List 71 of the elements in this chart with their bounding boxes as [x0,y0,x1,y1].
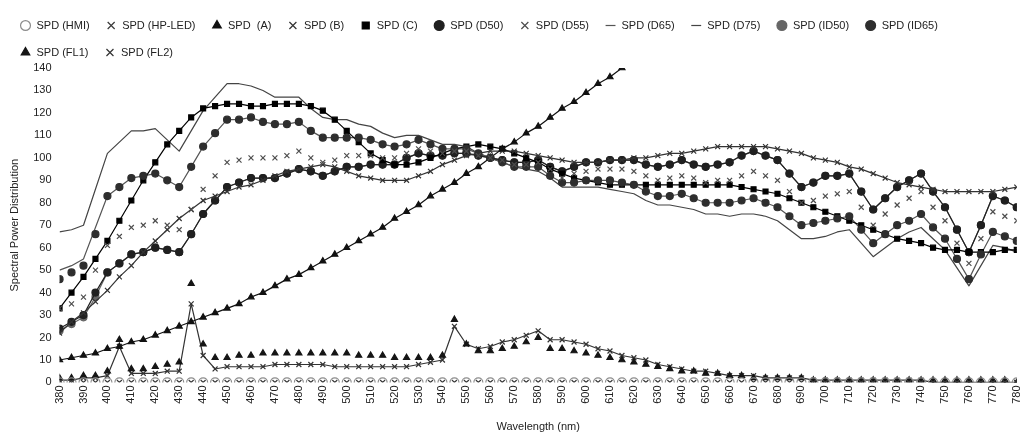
y-tick-label: 20 [39,330,52,343]
y-tick-label: 110 [34,128,52,141]
x-tick-label: 660 [722,385,735,404]
x-tick-label: 760 [961,385,974,404]
x-tick-label: 610 [603,385,615,404]
y-tick-label: 0 [45,375,52,388]
y-tick-label: 60 [39,240,52,253]
legend-label: SPD (FL1) [36,45,89,58]
legend-label: SPD (D75) [707,18,761,31]
y-tick-label: 120 [33,105,52,118]
legend-label: SPD (B) [303,18,345,31]
legend-label: SPD (HP-LED) [122,18,196,31]
legend-label: SPD (HMI) [36,18,90,31]
x-tick-label: 390 [76,385,89,404]
x-tick-label: 710 [842,385,855,404]
x-tick-label: 400 [100,385,113,404]
y-tick-label: 10 [39,353,52,366]
x-tick-label: 670 [746,385,759,404]
x-tick-label: 590 [555,385,568,404]
x-tick-label: 770 [985,385,998,404]
legend-label: SPD (D65) [621,18,675,31]
legend-label: SPD (ID65) [881,18,938,31]
x-tick-label: 540 [435,385,448,404]
y-tick-label: 100 [33,150,52,163]
x-tick-label: 720 [866,385,879,404]
x-tick-label: 460 [244,385,257,404]
legend-label: SPD (D50) [450,18,504,31]
x-tick-label: 490 [315,385,328,404]
y-tick-label: 80 [39,195,52,208]
x-tick-label: 480 [291,385,304,404]
x-tick-label: 420 [148,385,161,404]
x-tick-label: 740 [914,385,927,404]
x-tick-label: 440 [196,385,209,404]
x-tick-label: 780 [1009,385,1022,404]
legend-label: SPD (FL2) [120,45,173,58]
x-tick-label: 530 [411,385,424,404]
x-tick-label: 560 [483,385,496,404]
x-tick-label: 730 [890,385,903,404]
x-tick-label: 500 [339,385,352,404]
x-tick-label: 470 [267,385,280,404]
x-tick-label: 450 [220,385,233,404]
y-axis-title: Spectral Power Distribution [7,158,20,292]
x-tick-label: 520 [387,385,400,404]
x-tick-label: 600 [579,385,592,404]
x-axis-title: Wavelength (nm) [496,420,580,433]
legend-label: SPD (ID50) [792,18,850,31]
x-tick-label: 580 [531,385,544,404]
y-tick-label: 40 [39,285,52,298]
legend-label: SPD (A) [228,18,272,31]
y-tick-label: 130 [33,83,52,96]
x-tick-label: 410 [124,385,137,404]
y-tick-label: 70 [39,218,52,231]
x-tick-label: 750 [938,385,951,404]
x-tick-label: 620 [626,385,639,404]
x-tick-label: 700 [818,385,831,404]
y-tick-label: 30 [39,308,52,321]
y-tick-label: 140 [33,61,52,74]
x-tick-label: 650 [698,385,711,404]
y-tick-label: 50 [39,263,52,276]
x-tick-label: 640 [674,385,687,404]
x-tick-label: 680 [770,385,783,404]
x-tick-label: 380 [52,385,65,404]
x-tick-label: 430 [172,385,185,404]
x-tick-label: 550 [459,385,472,404]
x-tick-label: 570 [507,385,520,404]
y-tick-label: 90 [39,173,52,186]
x-tick-label: 690 [794,385,807,404]
x-tick-label: 630 [650,385,663,404]
legend-label: SPD (C) [376,18,418,31]
x-tick-label: 510 [363,385,376,404]
legend-label: SPD (D55) [535,18,590,31]
